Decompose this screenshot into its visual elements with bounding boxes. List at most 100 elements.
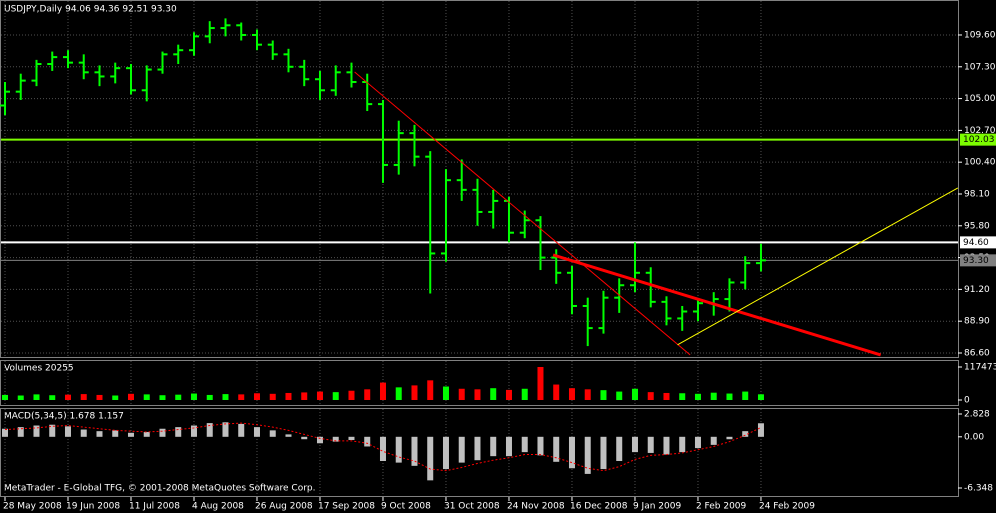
volume-bar (694, 393, 701, 400)
x-tick-label: 9 Oct 2008 (381, 502, 431, 512)
y-tick-label: 86.60 (964, 348, 990, 358)
volume-bar (332, 392, 339, 400)
trend-line (552, 253, 882, 357)
volume-bar (143, 394, 150, 400)
macd-bar (631, 436, 638, 453)
macd-panel-frame (0, 408, 959, 497)
price-label: 94.60 (963, 238, 989, 248)
volume-bar (631, 388, 638, 400)
trend-line (677, 187, 959, 346)
volume-bar (710, 392, 717, 400)
volume-bar (159, 395, 166, 400)
volume-bar (17, 395, 24, 400)
volume-bar (537, 367, 544, 400)
price-label-box (960, 254, 996, 267)
y-tick-label: 105.00 (964, 94, 996, 104)
volume-bar (348, 390, 355, 400)
x-tick-label: 28 May 2008 (3, 502, 62, 512)
volume-bar (49, 395, 56, 400)
macd-bar (694, 436, 701, 449)
volume-bar (222, 394, 229, 400)
y-tick-label: 2.828 (964, 410, 990, 420)
macd-bar (427, 436, 434, 481)
y-tick-label: 117473 (964, 363, 996, 373)
y-tick-label: 109.60 (964, 30, 996, 40)
macd-bar (647, 436, 654, 453)
y-tick-label: 88.90 (964, 317, 990, 327)
macd-bar (710, 436, 717, 445)
macd-bar (521, 436, 528, 453)
macd-bar (301, 436, 308, 440)
volume-bar (127, 393, 134, 400)
macd-bar (600, 436, 607, 470)
volume-bar (33, 394, 40, 400)
macd-bar (238, 423, 245, 437)
volume-bar (521, 388, 528, 400)
x-tick-label: 4 Aug 2008 (192, 502, 244, 512)
macd-bar (49, 424, 56, 437)
macd-bar (553, 436, 560, 462)
macd-bar (568, 436, 575, 469)
macd-title: MACD(5,34,5) 1.678 1.157 (4, 412, 124, 422)
volume-bar (395, 387, 402, 400)
macd-bar (537, 436, 544, 456)
price-panel-frame (0, 0, 959, 358)
volume-bar (600, 390, 607, 400)
macd-bar (757, 423, 764, 437)
y-tick-label: 0 (964, 396, 970, 406)
x-tick-label: 24 Nov 2008 (507, 502, 565, 512)
volume-bar (742, 391, 749, 400)
volume-bar (269, 393, 276, 400)
macd-bar (112, 430, 119, 437)
volume-bar (175, 394, 182, 400)
macd-bar (663, 436, 670, 455)
volume-bar (553, 384, 560, 400)
macd-bar (175, 427, 182, 437)
macd-bar (96, 431, 103, 437)
macd-bar (442, 436, 449, 470)
x-tick-label: 24 Feb 2009 (759, 502, 815, 512)
volume-bar (474, 389, 481, 400)
volume-bar (96, 394, 103, 400)
macd-bar (348, 436, 355, 441)
volume-bar (301, 392, 308, 400)
macd-bar (411, 436, 418, 466)
macd-bar (395, 436, 402, 463)
x-tick-label: 16 Dec 2008 (570, 502, 628, 512)
y-tick-label: 91.20 (964, 285, 990, 295)
volume-bar (1, 394, 8, 400)
x-tick-label: 26 Aug 2008 (255, 502, 313, 512)
macd-bar (316, 436, 323, 444)
volume-title: Volumes 20255 (4, 364, 74, 374)
x-tick-label: 17 Sep 2008 (318, 502, 375, 512)
volume-bar (584, 389, 591, 400)
macd-bar (206, 423, 213, 437)
macd-bar (679, 436, 686, 453)
macd-bar (33, 425, 40, 437)
macd-bar (458, 436, 465, 463)
macd-bar (80, 429, 87, 437)
macd-bar (253, 427, 260, 437)
volume-bar (253, 393, 260, 400)
macd-bar (17, 427, 24, 437)
volume-bar (442, 386, 449, 400)
volume-bar (458, 388, 465, 400)
x-tick-label: 2 Feb 2009 (696, 502, 747, 512)
y-tick-label: 98.10 (964, 189, 990, 199)
macd-bar (616, 436, 623, 461)
price-label: 93.30 (963, 256, 989, 266)
volume-bar (726, 393, 733, 400)
macd-bar (379, 436, 386, 461)
x-tick-label: 31 Oct 2008 (444, 502, 500, 512)
volume-bar (379, 382, 386, 400)
macd-bar (159, 428, 166, 437)
copyright-footer: MetaTrader - E-Global TFG, © 2001-2008 M… (4, 484, 316, 494)
volume-bar (663, 392, 670, 400)
macd-bar (726, 436, 733, 440)
price-label: 102.03 (963, 135, 995, 145)
y-tick-label: -6.348 (964, 484, 993, 494)
y-tick-label: 102.70 (964, 126, 996, 136)
price-title: USDJPY,Daily 94.06 94.36 92.51 93.30 (4, 5, 177, 15)
